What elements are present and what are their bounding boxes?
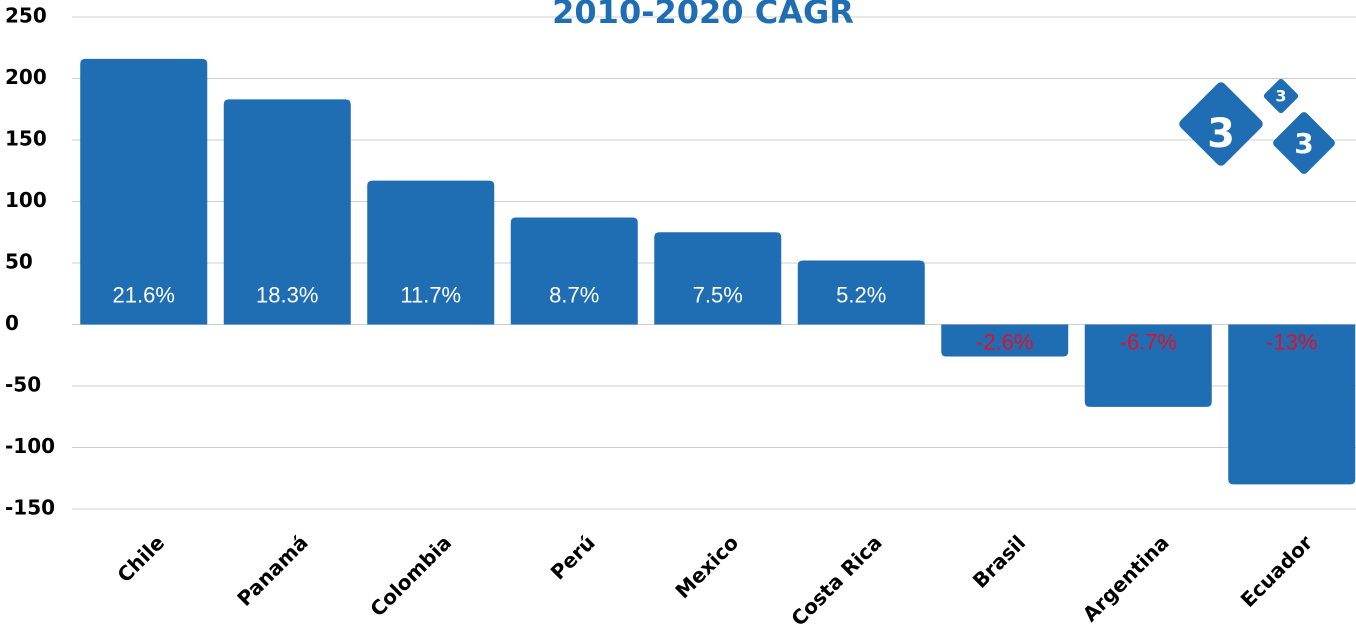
- value-label: 18.3%: [256, 282, 318, 307]
- x-tick-label: Mexico: [670, 530, 743, 603]
- y-tick-label: -100: [5, 434, 55, 458]
- x-tick-label: Argentina: [1078, 530, 1174, 626]
- value-label: 21.6%: [113, 282, 175, 307]
- y-tick-label: -50: [5, 373, 41, 397]
- y-tick-label: 250: [5, 4, 47, 28]
- bar: [797, 260, 925, 325]
- value-label: 8.7%: [549, 282, 599, 307]
- y-tick-label: 0: [5, 311, 19, 335]
- logo-text: 3: [1275, 87, 1286, 106]
- x-tick-label: Colombia: [365, 530, 456, 621]
- bar: [654, 232, 782, 325]
- value-label: 5.2%: [836, 282, 886, 307]
- value-label: -6.7%: [1120, 329, 1177, 354]
- plot: -150 -100 -50 0 50 100 150 200 250 Chile 21.6% Pana…: [5, 4, 1356, 631]
- bar: [367, 180, 495, 325]
- bar: [941, 324, 1069, 357]
- y-tick-label: -150: [5, 496, 55, 520]
- x-tick-label: Costa Rica: [786, 530, 886, 630]
- x-tick-label: Ecuador: [1236, 530, 1318, 612]
- x-tick-label: Perú: [546, 530, 600, 584]
- value-label: 11.7%: [400, 282, 461, 307]
- value-label: 7.5%: [693, 282, 743, 307]
- bar: [223, 99, 351, 325]
- bar: [80, 58, 208, 325]
- value-label: -2.6%: [976, 329, 1033, 354]
- x-tick-label: Chile: [112, 530, 169, 587]
- logo-text: 3: [1207, 111, 1235, 157]
- logo-diamond: [1273, 112, 1335, 174]
- logo: 3 3 3: [1179, 78, 1335, 174]
- logo-diamond: [1263, 78, 1299, 114]
- chart-title: 2010-2020 CAGR: [552, 0, 854, 31]
- logo-text: 3: [1294, 127, 1313, 160]
- y-tick-label: 50: [5, 250, 33, 274]
- y-tick-label: 150: [5, 127, 47, 151]
- y-tick-label: 200: [5, 65, 47, 89]
- y-tick-label: 100: [5, 188, 47, 212]
- bar: [510, 217, 638, 325]
- x-tick-label: Brasil: [968, 530, 1030, 592]
- bar: [1084, 324, 1212, 407]
- bar: [1228, 324, 1356, 485]
- x-tick-label: Panamá: [232, 530, 312, 610]
- value-label: -13%: [1266, 329, 1317, 354]
- logo-diamond: [1179, 82, 1263, 166]
